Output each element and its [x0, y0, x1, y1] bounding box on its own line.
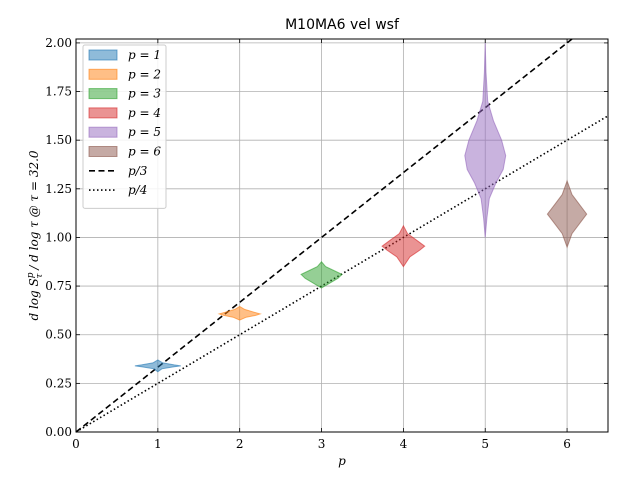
y-tick-label: 0.25 [45, 376, 72, 390]
legend-swatch-p6 [88, 146, 118, 157]
legend: p = 1 p = 2 p = 3 p = 4 p = 5 p = 6 p/3 p/4 [82, 44, 167, 209]
legend-label-p3: p = 3 [128, 87, 161, 101]
y-tick-label: 1.50 [45, 133, 72, 147]
violins [134, 42, 588, 373]
x-tick-label: 5 [481, 437, 489, 451]
violin-p6 [546, 179, 588, 249]
y-tick-label: 1.75 [45, 85, 72, 99]
x-tick-label: 1 [154, 437, 162, 451]
legend-swatch-p5 [88, 126, 118, 138]
violin-p3 [300, 261, 343, 289]
x-tick-label: 0 [72, 437, 80, 451]
legend-label-p-over-3: p/3 [128, 164, 148, 178]
x-tick-label: 2 [236, 437, 244, 451]
legend-label-p2: p = 2 [128, 67, 161, 81]
legend-label-p-over-4: p/4 [128, 183, 147, 197]
y-tick-label: 2.00 [45, 36, 72, 50]
violin-p2 [217, 305, 262, 321]
y-tick-label: 0.75 [45, 279, 72, 293]
legend-label-p6: p = 6 [128, 145, 161, 159]
legend-swatch-p1 [88, 49, 118, 61]
y-tick-label: 0.00 [45, 425, 72, 439]
legend-swatch-p3 [88, 88, 118, 100]
legend-swatch-p4 [88, 107, 118, 119]
violin-p4 [381, 224, 426, 268]
x-tick-label: 6 [563, 437, 571, 451]
violin-p1 [134, 359, 181, 373]
legend-frame [82, 44, 167, 209]
legend-swatch-p2 [88, 68, 118, 80]
y-tick-label: 0.50 [45, 328, 72, 342]
x-axis-label: p [338, 454, 346, 468]
plot-frame [75, 38, 609, 433]
y-tick-label: 1.00 [45, 230, 72, 244]
chart-title: M10MA6 vel wsf [285, 17, 400, 33]
x-tick-label: 3 [318, 437, 326, 451]
y-tick-label: 1.25 [45, 182, 72, 196]
legend-label-p5: p = 5 [128, 125, 161, 139]
y-axis-label: d log Spτ / d log τ @ τ = 32.0 [26, 150, 45, 320]
legend-label-p1: p = 1 [128, 48, 161, 62]
x-tick-label: 4 [400, 437, 408, 451]
legend-label-p4: p = 4 [128, 106, 161, 120]
axis-ticks: 0 1 2 3 4 5 6 0.00 0.25 0.50 0.75 1.00 1.25 1.50 1.75 2… [45, 36, 608, 451]
